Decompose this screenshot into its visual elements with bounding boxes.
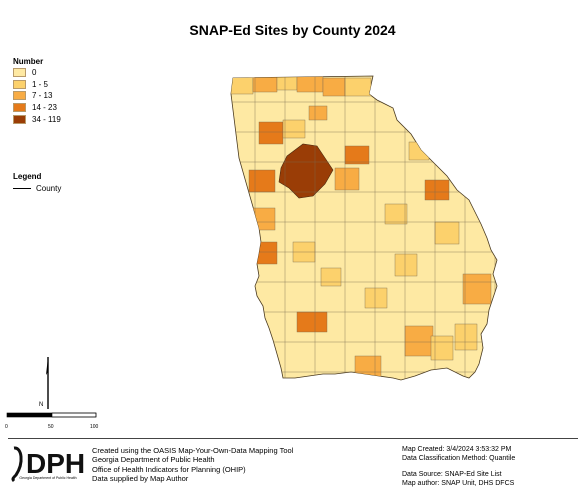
county: [424, 179, 450, 201]
county: [364, 287, 388, 309]
legend-swatch: [13, 114, 26, 124]
legend-swatch: [13, 103, 26, 113]
legend-title: Legend: [13, 172, 42, 181]
credit-line: Created using the OASIS Map-Your-Own-Dat…: [92, 446, 294, 455]
county-lines: [231, 101, 497, 373]
legend-label: 34 - 119: [32, 114, 61, 124]
county: [248, 169, 276, 193]
credit-line: Georgia Department of Public Health: [92, 455, 215, 465]
credit-line: Data supplied by Map Author: [92, 474, 189, 484]
scale-label: 0: [5, 424, 8, 430]
county: [454, 323, 478, 351]
county: [434, 221, 460, 245]
logo-text: DPH: [26, 448, 85, 479]
county: [408, 141, 430, 161]
legend-item: 34 - 119: [13, 113, 61, 125]
county: [384, 203, 408, 225]
county-atlanta: [278, 143, 334, 199]
county: [334, 167, 360, 191]
county: [462, 273, 492, 305]
map-classification: Data Classification Method: Quantile: [402, 454, 516, 462]
county: [322, 77, 346, 97]
legend-label: 14 - 23: [32, 103, 57, 113]
county: [320, 267, 342, 287]
county-label: County: [36, 184, 62, 193]
legend-label: 1 - 5: [32, 79, 49, 89]
scale-label: 100: [90, 424, 99, 430]
county: [344, 145, 370, 165]
scale-label: 50: [48, 424, 54, 430]
county-line-symbol: [13, 188, 31, 189]
legend-swatch: [13, 79, 26, 89]
county: [296, 311, 328, 333]
county: [276, 76, 298, 91]
map-title: SNAP-Ed Sites by County 2024: [189, 22, 396, 38]
map-created: Map Created: 3/4/2024 3:53:32 PM: [402, 446, 512, 453]
county-legend-row: County: [13, 184, 61, 193]
credits-block: Created using the OASIS Map-Your-Own-Dat…: [92, 446, 293, 484]
legend-swatch: [13, 68, 26, 78]
county: [344, 77, 372, 97]
county: [296, 76, 324, 93]
legend-heading: Number: [13, 57, 44, 66]
map-source: Data Source: SNAP-Ed Site List: [402, 471, 502, 479]
county: [282, 119, 306, 139]
county: [308, 105, 328, 121]
map-metadata: Map Created: 3/4/2024 3:53:32 PM Data Cl…: [402, 446, 515, 488]
georgia-map: [230, 75, 498, 381]
county: [231, 76, 254, 95]
legend-swatch: [13, 91, 26, 101]
legend-item: 1 - 5: [13, 79, 61, 91]
legend-label: 7 - 13: [32, 91, 53, 101]
legend-list: 0 1 - 5 7 - 13 14 - 23 34 - 119: [13, 67, 61, 125]
map-author: Map author: SNAP Unit, DHS DFCS: [402, 479, 515, 487]
legend-label: 0: [32, 68, 37, 78]
north-label: N: [39, 402, 43, 408]
county: [404, 325, 434, 357]
credit-line: Office of Health Indicators for Planning…: [92, 464, 246, 474]
county: [258, 121, 284, 145]
logo-caption: Georgia Department of Public Health: [19, 476, 77, 480]
footer-divider: [8, 438, 578, 439]
county: [254, 241, 278, 265]
legend-item: 0: [13, 67, 61, 79]
legend-item: 14 - 23: [13, 102, 61, 114]
county: [430, 335, 454, 361]
county: [394, 253, 418, 277]
scale-bar: 0 50 100: [5, 412, 99, 430]
dph-logo: DPH: [11, 446, 85, 483]
county: [252, 76, 278, 93]
north-arrow-icon: N: [39, 357, 49, 409]
legend-item: 7 - 13: [13, 90, 61, 102]
